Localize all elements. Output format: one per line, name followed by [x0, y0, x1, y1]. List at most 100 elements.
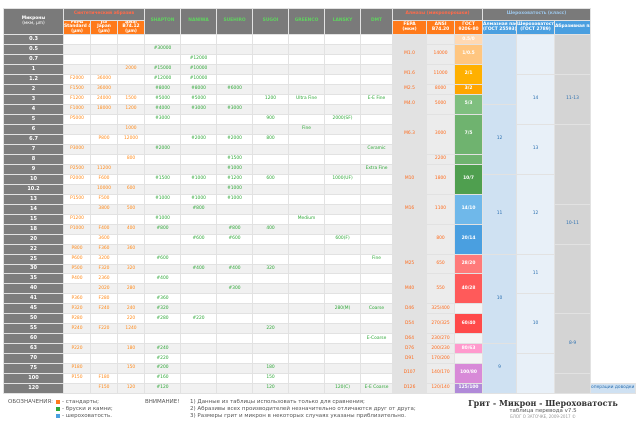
brand-greenco: GREENCO [288, 7, 326, 36]
cell-suehiro [216, 343, 254, 355]
cell-naniwa: #5000 [180, 94, 218, 105]
cell-greenco [288, 343, 326, 355]
cell-shapton: #320 [144, 303, 182, 315]
micron-value: 22 [3, 243, 64, 255]
sharp-paste-class [482, 34, 518, 105]
cell-sugoi [252, 273, 290, 285]
diamond-gost: 3/2 [454, 84, 484, 96]
diamond-gost [454, 153, 484, 165]
cell-greenco [288, 113, 326, 125]
diamond-gost: 0.5/0 [454, 34, 484, 46]
cell-dmt [360, 173, 394, 185]
cell-sugoi [252, 203, 290, 215]
cell-suehiro [216, 303, 254, 315]
cell-ansi: 1200 [116, 104, 146, 115]
micron-value: 18 [3, 223, 64, 235]
diamond-header: Алмазы (микропорошки) [392, 8, 484, 21]
cell-ansi: 1500 [116, 94, 146, 105]
cell-jis: F360 [90, 243, 118, 255]
cell-dmt [360, 44, 394, 56]
table-row: 1 2000 #15000 #10000 M1.6 11000 2/1 [3, 64, 636, 86]
cell-lansky [324, 333, 362, 345]
note-line: 1) Данные из таблицы использовать только… [190, 399, 365, 405]
cell-naniwa [180, 323, 218, 335]
cell-shapton: #15000 [144, 64, 182, 76]
cell-shapton: #280 [144, 313, 182, 325]
cell-fepa [63, 233, 91, 245]
cell-suehiro [216, 203, 254, 215]
cell-sugoi [252, 104, 290, 115]
cell-ansi [116, 333, 146, 345]
cell-shapton [144, 263, 182, 275]
cell-greenco [288, 34, 326, 46]
micron-value: 15 [3, 213, 64, 225]
cell-fepa [63, 54, 91, 66]
conversion-table: Микроны (мкм, µm) Синтетический абразив … [3, 7, 636, 395]
cell-ansi [116, 44, 146, 56]
cell-suehiro [216, 44, 254, 56]
cell-shapton: #220 [144, 353, 182, 365]
cell-jis [90, 333, 118, 345]
cell-ansi: 280 [116, 283, 146, 295]
cell-suehiro [216, 143, 254, 155]
diamond-ansi: 230/270 [426, 333, 456, 345]
cell-ansi: 400 [116, 223, 146, 235]
cell-fepa: P1000 [63, 223, 91, 235]
cell-ansi: 1000 [116, 123, 146, 135]
cell-jis [90, 113, 118, 125]
note-line: 3) Размеры грит и микрон в некоторых слу… [190, 413, 407, 419]
cell-fepa [63, 283, 91, 295]
micron-value: 70 [3, 353, 64, 365]
cell-shapton [144, 123, 182, 135]
cell-lansky [324, 54, 362, 66]
cell-fepa: P2500 [63, 163, 91, 175]
cell-jis: 36000 [90, 84, 118, 96]
table-body: 0.3 0.5/0 0.5 #30000 M1.0 14000 1/0.5 0.7 #12000… [3, 34, 636, 395]
cell-suehiro [216, 383, 254, 395]
table-row: 25 P600 3200 #600 Fine M25 650 28/20 10 11 [3, 253, 636, 345]
cell-greenco [288, 183, 326, 195]
sharp-paste-class: 10 [482, 253, 518, 345]
cell-shapton: #240 [144, 343, 182, 355]
table-row: 50 P280 220 #280 #220 D54 270/325 60/40 8-9 [3, 313, 636, 375]
cell-jis: P800 [90, 133, 118, 145]
cell-suehiro [216, 64, 254, 76]
diamond-fepa: M6.3 [392, 113, 428, 155]
cell-fepa: P280 [63, 313, 91, 325]
cell-ansi: 12000 [116, 133, 146, 145]
cell-suehiro [216, 363, 254, 375]
diamond-ansi: 800 [426, 223, 456, 255]
cell-suehiro [216, 253, 254, 265]
cell-dmt [360, 213, 394, 225]
cell-greenco [288, 143, 326, 155]
cell-dmt [360, 104, 394, 115]
cell-naniwa: #800 [180, 203, 218, 215]
cell-fepa [63, 133, 91, 145]
cell-jis: F180 [90, 373, 118, 385]
cell-ansi: 360 [116, 243, 146, 255]
cell-jis [90, 44, 118, 56]
cell-fepa: P240 [63, 323, 91, 335]
diamond-gost: 20/14 [454, 223, 484, 255]
cell-jis [90, 34, 118, 46]
cell-fepa [63, 153, 91, 165]
cell-naniwa [180, 143, 218, 155]
diamond-ansi: 2200 [426, 153, 456, 165]
cell-lansky [324, 363, 362, 375]
cell-lansky [324, 273, 362, 285]
diamond-fepa-header: FEPA (мкм) [392, 19, 428, 36]
cell-fepa: P220 [63, 343, 91, 355]
table-row: 14 3800 500 #800 10-11 [3, 203, 636, 245]
table-row: 20 3600 #600 #600 600(F) [3, 233, 636, 245]
micron-value: 4 [3, 104, 64, 115]
ansi-header: ANSI B74.12 (µm) [116, 19, 146, 36]
cell-greenco [288, 233, 326, 245]
cell-ansi [116, 353, 146, 365]
cell-greenco [288, 163, 326, 175]
gost-header: ГОСТ 9206-80 [454, 19, 484, 36]
cell-ansi [116, 293, 146, 305]
cell-greenco [288, 153, 326, 165]
cell-lansky [324, 74, 362, 86]
diamond-fepa: M2.5 [392, 84, 428, 96]
